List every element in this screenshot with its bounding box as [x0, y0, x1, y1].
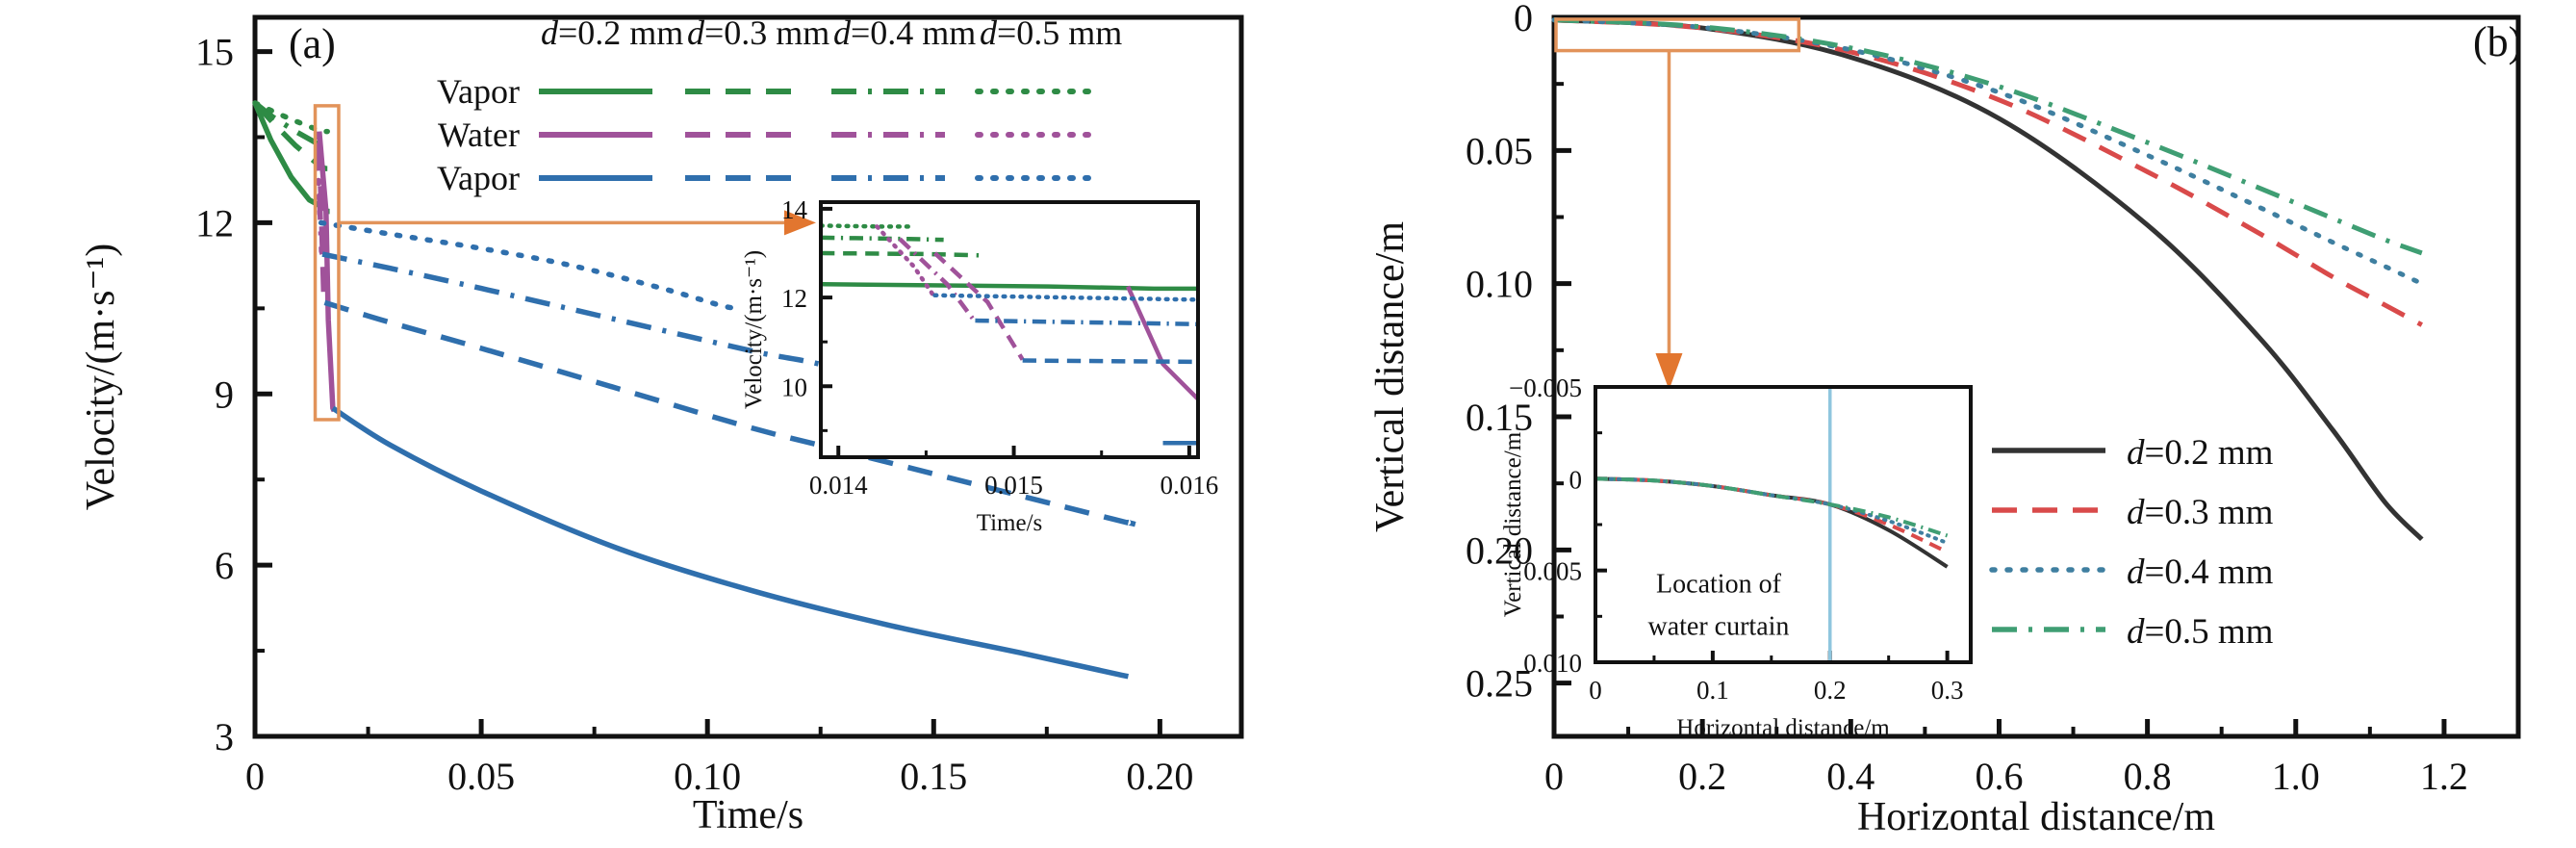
svg-text:0.10: 0.10 [674, 755, 741, 798]
svg-text:0.15: 0.15 [900, 755, 967, 798]
svg-text:0: 0 [245, 755, 265, 798]
svg-text:Horizontal distance/m: Horizontal distance/m [1857, 795, 2215, 839]
svg-text:Velocity/(m·s⁻¹): Velocity/(m·s⁻¹) [741, 250, 767, 409]
svg-text:15: 15 [195, 31, 234, 74]
svg-text:12: 12 [195, 201, 234, 244]
panel-b-axes: 00.050.100.150.200.250 0.2 0.4 0.6 0.8 1.0 1.2 [1466, 0, 2521, 798]
svg-text:0.4: 0.4 [1826, 755, 1875, 798]
panel-b-text: (b) Horizontal distance/m Vertical distanc… [1368, 18, 2522, 839]
svg-text:1.0: 1.0 [2272, 755, 2320, 798]
panel-a-legend: d=0.2 mm d=0.3 mm d=0.4 mm d=0.5 mm Vapor Wat… [437, 13, 1122, 197]
panel-b-legend: d=0.2 mm d=0.3 mm d=0.4 mm d=0.5 mm [1989, 433, 2274, 652]
svg-text:0.016: 0.016 [1160, 471, 1219, 500]
svg-text:0: 0 [1514, 0, 1533, 39]
svg-text:d=0.2 mm: d=0.2 mm [541, 13, 683, 52]
svg-text:Vapor: Vapor [437, 159, 520, 197]
svg-text:0.20: 0.20 [1466, 528, 1533, 572]
svg-text:9: 9 [215, 373, 234, 416]
svg-text:Time/s: Time/s [977, 510, 1043, 536]
svg-text:Horizontal distance/m: Horizontal distance/m [1676, 715, 1890, 741]
svg-text:d=0.3 mm: d=0.3 mm [687, 13, 829, 52]
svg-text:0.20: 0.20 [1126, 755, 1193, 798]
svg-text:0.015: 0.015 [984, 471, 1043, 500]
svg-text:d=0.2 mm: d=0.2 mm [2127, 433, 2274, 473]
panel-b-annotations [1554, 17, 1801, 390]
svg-text:0: 0 [1544, 755, 1564, 798]
svg-text:14: 14 [781, 195, 808, 224]
panel-a-axes: 15 12 9 6 30 0.05 0.10 0.15 0.20 [195, 14, 1244, 798]
svg-text:Location of: Location of [1656, 570, 1782, 600]
svg-text:−0.005: −0.005 [1509, 373, 1582, 402]
panel-b-curves [1551, 17, 2425, 542]
svg-text:0.3: 0.3 [1931, 676, 1964, 705]
svg-text:Time/s: Time/s [693, 793, 803, 837]
panel-a-annotations [313, 104, 816, 422]
svg-text:Water: Water [438, 116, 520, 154]
panel-a-inset: 14 12 10 0.014 0.015 0.016 Time/s Velocity/(m·s… [741, 195, 1219, 536]
svg-text:Velocity/(m·s⁻¹): Velocity/(m·s⁻¹) [79, 244, 123, 510]
svg-text:(a): (a) [289, 20, 336, 67]
svg-text:3: 3 [215, 715, 234, 758]
svg-text:Vapor: Vapor [437, 72, 520, 111]
svg-text:d=0.5 mm: d=0.5 mm [2127, 612, 2274, 652]
svg-text:10: 10 [781, 373, 807, 401]
svg-text:6: 6 [215, 544, 234, 587]
svg-text:0.014: 0.014 [809, 471, 868, 500]
svg-text:0.2: 0.2 [1678, 755, 1726, 798]
svg-text:0: 0 [1569, 465, 1583, 494]
svg-text:0.10: 0.10 [1466, 263, 1533, 306]
svg-text:d=0.4 mm: d=0.4 mm [833, 13, 976, 52]
svg-text:0.2: 0.2 [1814, 676, 1847, 705]
svg-text:Vertical distance/m: Vertical distance/m [1500, 431, 1526, 617]
panel-b: 0 0.05 0.10 0.15 0.20 0.25 0 0.2 0.4 0.6 0.8 1.0 1.2… [1280, 0, 2576, 848]
svg-text:0.1: 0.1 [1696, 676, 1729, 705]
svg-text:1.2: 1.2 [2420, 755, 2468, 798]
svg-text:0.005: 0.005 [1523, 557, 1582, 586]
svg-text:d=0.4 mm: d=0.4 mm [2127, 552, 2274, 592]
svg-text:water curtain: water curtain [1648, 611, 1790, 641]
svg-text:Vertical distance/m: Vertical distance/m [1368, 221, 1413, 532]
svg-text:0.6: 0.6 [1975, 755, 2023, 798]
svg-text:d=0.5 mm: d=0.5 mm [980, 13, 1122, 52]
svg-text:0.8: 0.8 [2124, 755, 2172, 798]
svg-text:0.25: 0.25 [1466, 662, 1533, 706]
panel-a-text: (a) Time/s Velocity/(m·s⁻¹) [79, 20, 803, 837]
panel-b-svg: 00.050.100.150.200.250 0.2 0.4 0.6 0.8 1.0 1.2… [1368, 0, 2522, 839]
svg-text:0.010: 0.010 [1523, 649, 1582, 678]
svg-text:0.15: 0.15 [1466, 396, 1533, 439]
svg-text:(b): (b) [2473, 18, 2522, 65]
svg-text:0.05: 0.05 [447, 755, 515, 798]
svg-text:12: 12 [781, 284, 807, 313]
svg-text:0.05: 0.05 [1466, 129, 1533, 172]
svg-text:d=0.3 mm: d=0.3 mm [2127, 493, 2274, 532]
svg-text:0: 0 [1589, 676, 1602, 705]
panel-a: 15 12 9 6 3 0 0.05 0.10 0.15 0.20 d=0.2 mm d=0.3 m… [0, 0, 1280, 848]
panel-a-svg: 15 12 9 6 30 0.05 0.10 0.15 0.20 d=0.2 mm d=0.3 m… [79, 13, 1244, 837]
